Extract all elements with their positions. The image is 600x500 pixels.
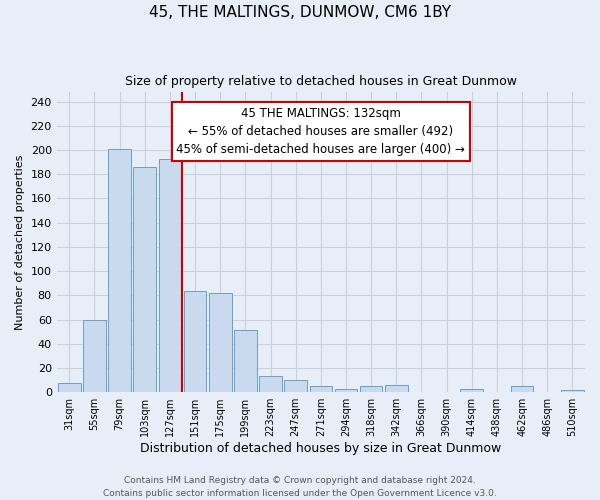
Bar <box>58 382 80 392</box>
Text: 45, THE MALTINGS, DUNMOW, CM6 1BY: 45, THE MALTINGS, DUNMOW, CM6 1BY <box>149 5 451 20</box>
Bar <box>310 386 332 392</box>
Bar <box>561 390 584 392</box>
Text: Contains HM Land Registry data © Crown copyright and database right 2024.
Contai: Contains HM Land Registry data © Crown c… <box>103 476 497 498</box>
Bar <box>360 386 382 392</box>
Bar <box>209 293 232 392</box>
Bar <box>83 320 106 392</box>
Bar <box>335 388 358 392</box>
Bar <box>133 167 156 392</box>
Text: 45 THE MALTINGS: 132sqm
← 55% of detached houses are smaller (492)
45% of semi-d: 45 THE MALTINGS: 132sqm ← 55% of detache… <box>176 107 465 156</box>
Bar <box>385 385 407 392</box>
Bar <box>184 290 206 392</box>
Bar <box>511 386 533 392</box>
Bar <box>108 149 131 392</box>
Title: Size of property relative to detached houses in Great Dunmow: Size of property relative to detached ho… <box>125 75 517 88</box>
Bar <box>284 380 307 392</box>
Y-axis label: Number of detached properties: Number of detached properties <box>15 154 25 330</box>
Bar <box>158 158 181 392</box>
Bar <box>234 330 257 392</box>
Bar <box>460 388 483 392</box>
X-axis label: Distribution of detached houses by size in Great Dunmow: Distribution of detached houses by size … <box>140 442 502 455</box>
Bar <box>259 376 282 392</box>
